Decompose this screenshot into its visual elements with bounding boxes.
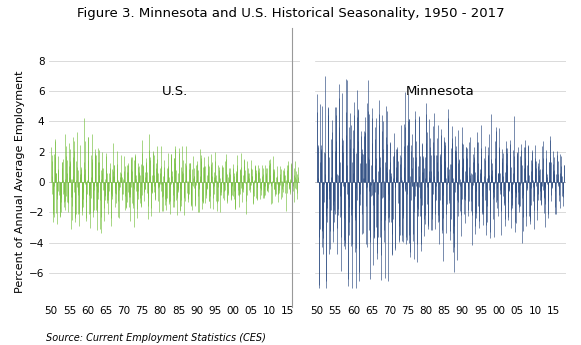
Text: Source: Current Employment Statistics (CES): Source: Current Employment Statistics (C… (46, 333, 266, 343)
Y-axis label: Percent of Annual Average Employment: Percent of Annual Average Employment (15, 71, 25, 293)
Text: U.S.: U.S. (162, 85, 188, 98)
Text: Figure 3. Minnesota and U.S. Historical Seasonality, 1950 - 2017: Figure 3. Minnesota and U.S. Historical … (77, 7, 504, 20)
Text: Minnesota: Minnesota (406, 85, 475, 98)
